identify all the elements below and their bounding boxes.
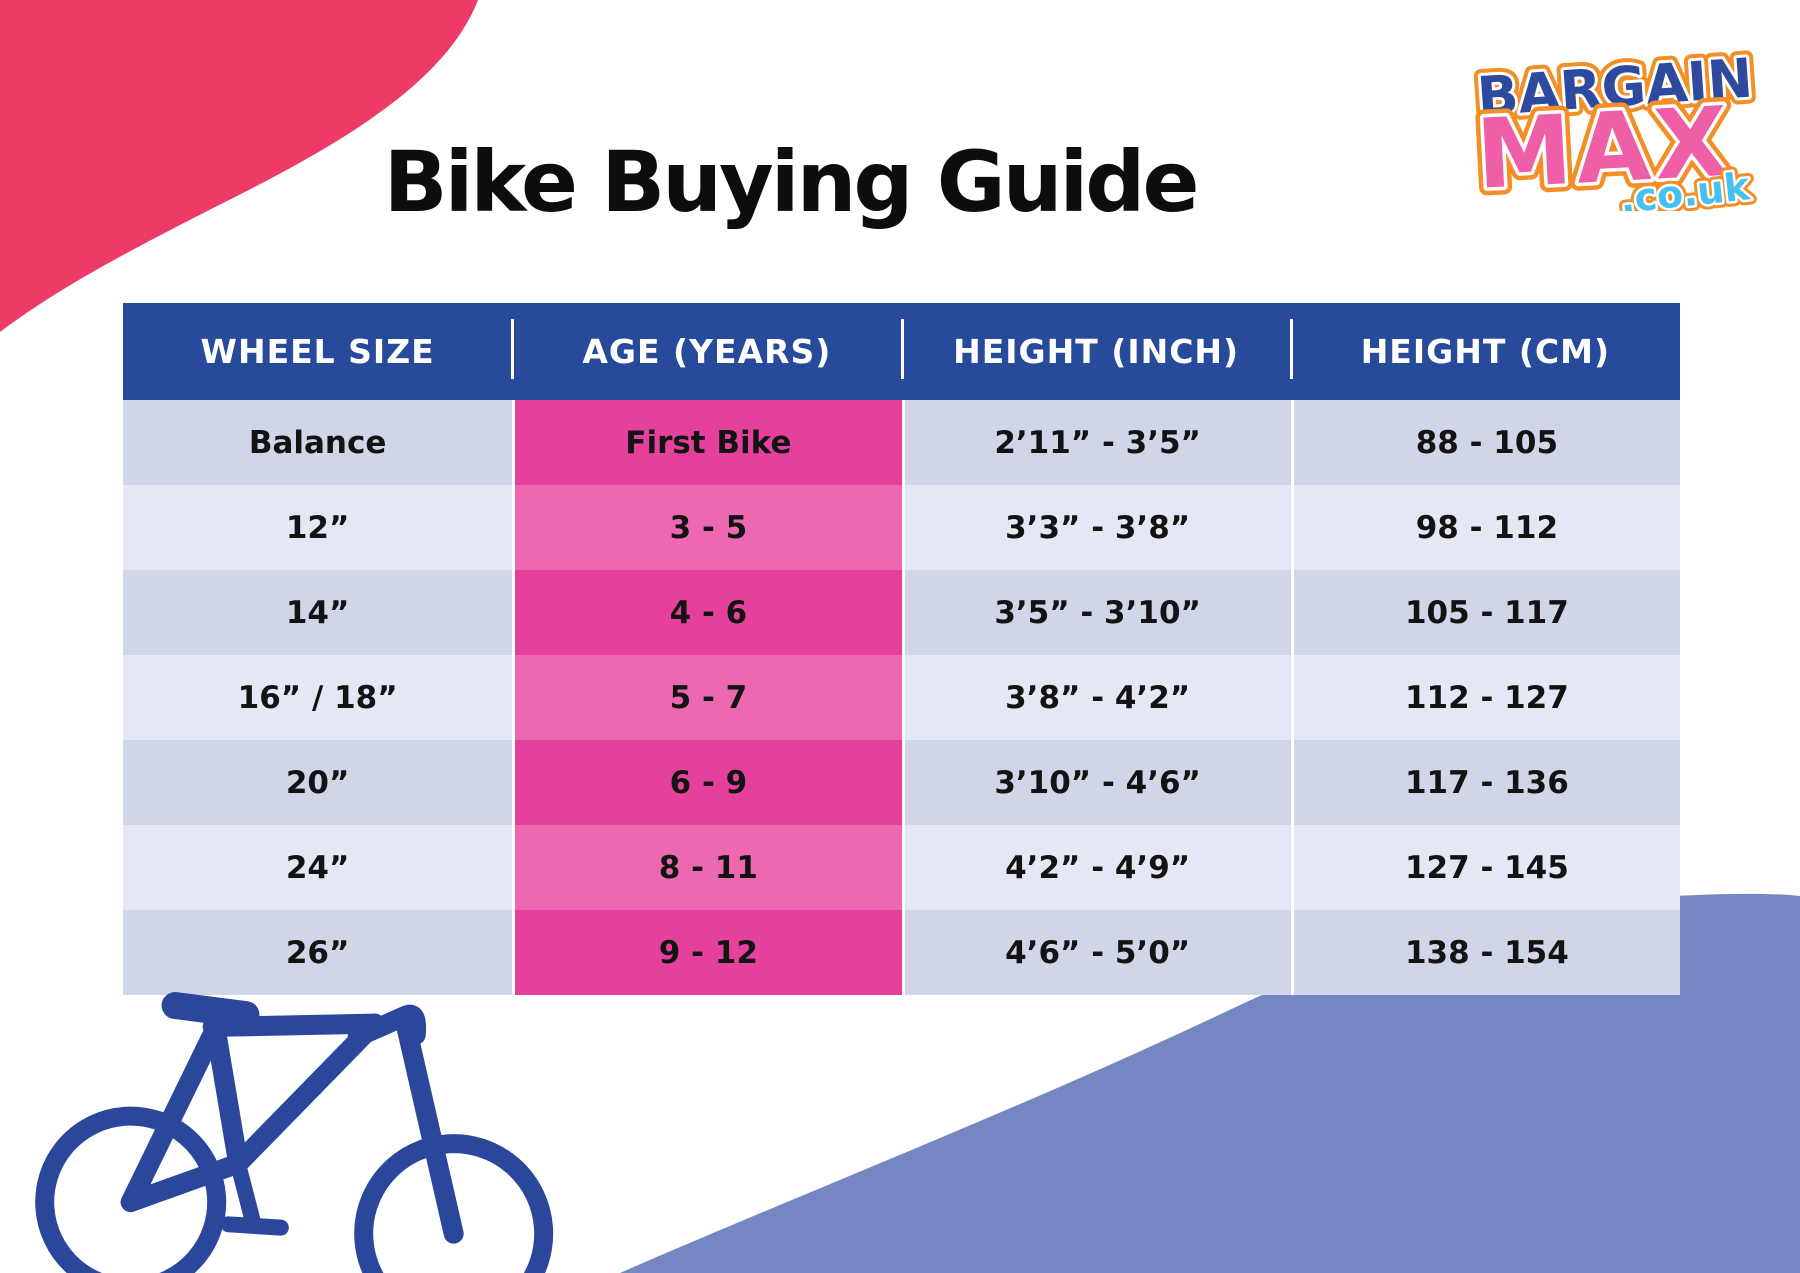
svg-text:BARGAIN: BARGAIN — [1475, 46, 1755, 128]
table-row: 20” 6 - 9 3’10” - 4’6” 117 - 136 — [123, 740, 1680, 825]
cell-height-inch: 2’11” - 3’5” — [901, 400, 1291, 485]
cell-height-inch: 3’8” - 4’2” — [901, 655, 1291, 740]
svg-text:.co.uk: .co.uk — [1618, 164, 1752, 211]
cell-height-cm: 127 - 145 — [1290, 825, 1680, 910]
table-header-row: WHEEL SIZE AGE (YEARS) HEIGHT (INCH) HEI… — [123, 303, 1680, 400]
cell-wheel-size: 24” — [285, 849, 350, 886]
cell-height-cm: 105 - 117 — [1290, 570, 1680, 655]
bike-size-table: WHEEL SIZE AGE (YEARS) HEIGHT (INCH) HEI… — [123, 303, 1680, 995]
table-row: 12” 3 - 5 3’3” - 3’8” 98 - 112 — [123, 485, 1680, 570]
logo-word-bargain: BARGAIN BARGAIN BARGAIN — [1468, 39, 1762, 135]
cell-age-years: 9 - 12 — [512, 910, 902, 995]
svg-text:BARGAIN: BARGAIN — [1475, 46, 1755, 128]
cell-height-inch: 4’2” - 4’9” — [901, 825, 1291, 910]
cell-height-cm: 88 - 105 — [1290, 400, 1680, 485]
cell-height-cm: 112 - 127 — [1290, 655, 1680, 740]
cell-wheel-size: 12” — [285, 509, 350, 546]
bicycle-icon — [35, 992, 554, 1273]
cell-height-inch: 4’6” - 5’0” — [901, 910, 1291, 995]
bargainmax-logo: BARGAIN BARGAIN BARGAIN MAX MAX MAX .co.… — [1466, 39, 1762, 211]
table-row: 24” 8 - 11 4’2” - 4’9” 127 - 145 — [123, 825, 1680, 910]
table-row: 14” 4 - 6 3’5” - 3’10” 105 - 117 — [123, 570, 1680, 655]
cell-wheel-size: 20” — [285, 764, 350, 801]
cell-age-years: 8 - 11 — [512, 825, 902, 910]
header-age-years: AGE (YEARS) — [511, 303, 901, 400]
cell-height-inch: 3’3” - 3’8” — [901, 485, 1291, 570]
header-height-cm: HEIGHT (CM) — [1289, 303, 1680, 400]
table-row: Balance First Bike 2’11” - 3’5” 88 - 105 — [123, 400, 1680, 485]
table-row: 16” / 18” 5 - 7 3’8” - 4’2” 112 - 127 — [123, 655, 1680, 740]
cell-height-cm: 98 - 112 — [1290, 485, 1680, 570]
svg-text:BARGAIN: BARGAIN — [1475, 46, 1755, 128]
cell-height-cm: 117 - 136 — [1290, 740, 1680, 825]
cell-wheel-size: 16” / 18” — [237, 679, 398, 716]
cell-height-inch: 3’10” - 4’6” — [901, 740, 1291, 825]
cell-wheel-size: Balance — [248, 424, 387, 461]
header-wheel-size: WHEEL SIZE — [200, 332, 435, 371]
logo-word-couk: .co.uk .co.uk .co.uk — [1612, 159, 1757, 211]
svg-text:.co.uk: .co.uk — [1618, 164, 1752, 211]
logo-word-max: MAX MAX MAX — [1466, 78, 1743, 211]
cell-height-cm: 138 - 154 — [1290, 910, 1680, 995]
svg-text:MAX: MAX — [1474, 86, 1735, 211]
cell-age-years: 6 - 9 — [512, 740, 902, 825]
cell-age-years: 3 - 5 — [512, 485, 902, 570]
cell-age-years: 4 - 6 — [512, 570, 902, 655]
table-row: 26” 9 - 12 4’6” - 5’0” 138 - 154 — [123, 910, 1680, 995]
header-height-inch: HEIGHT (INCH) — [900, 303, 1291, 400]
cell-wheel-size: 26” — [285, 934, 350, 971]
page-title: Bike Buying Guide — [383, 133, 1200, 231]
cell-wheel-size: 14” — [285, 594, 350, 631]
svg-text:MAX: MAX — [1474, 86, 1735, 211]
table-body: Balance First Bike 2’11” - 3’5” 88 - 105 12”… — [123, 400, 1680, 995]
svg-text:.co.uk: .co.uk — [1618, 164, 1752, 211]
cell-height-inch: 3’5” - 3’10” — [901, 570, 1291, 655]
svg-text:MAX: MAX — [1474, 86, 1735, 211]
cell-age-years: 5 - 7 — [512, 655, 902, 740]
cell-age-years: First Bike — [512, 400, 902, 485]
